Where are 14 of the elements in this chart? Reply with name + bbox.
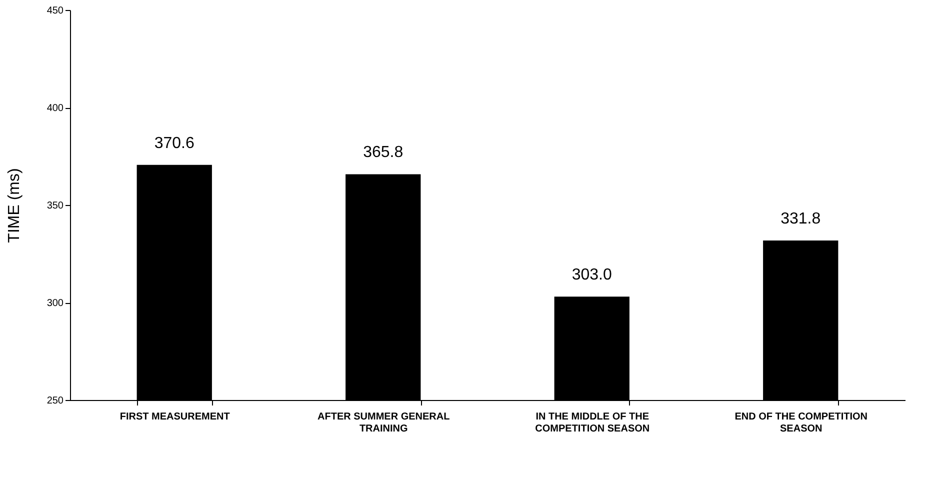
- data-label: 370.6: [154, 134, 194, 152]
- y-tick-label: 250: [46, 396, 64, 406]
- data-label: 303.0: [572, 266, 612, 284]
- x-tick-label: IN THE MIDDLE OF THE COMPETITION SEASON: [535, 412, 650, 434]
- y-tick-label: 300: [46, 298, 64, 309]
- y-axis-title: TIME (ms): [6, 168, 23, 243]
- y-tick-label: 350: [46, 200, 64, 212]
- data-label: 365.8: [363, 144, 404, 162]
- data-label: 331.8: [780, 210, 821, 228]
- x-tick-label: AFTER SUMMER GENERAL TRAINING: [318, 412, 450, 434]
- x-tick-label: FIRST MEASUREMENT: [120, 412, 230, 422]
- x-tick-label: END OF THE COMPETITION SEASON: [734, 412, 868, 434]
- y-tick-label: 450: [46, 6, 64, 16]
- y-tick-label: 400: [46, 103, 64, 114]
